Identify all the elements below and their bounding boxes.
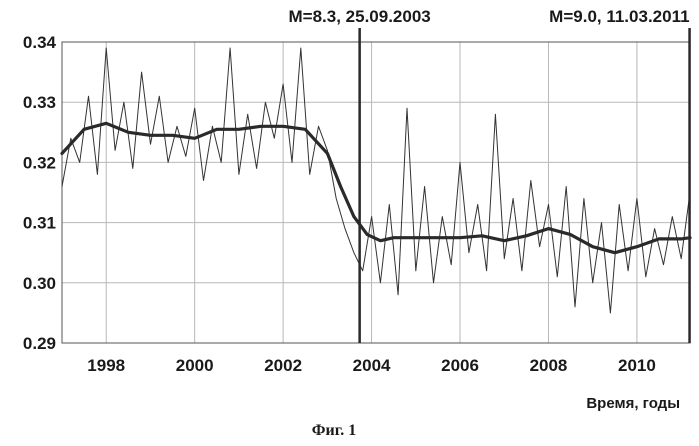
x-axis: 1998 2000 2002 2004 2006 2008 2010 [87, 356, 656, 375]
raw-series-line [62, 48, 690, 313]
y-tick-label: 0.30 [23, 274, 56, 293]
y-tick-label: 0.32 [23, 153, 56, 172]
x-tick-label: 2004 [353, 356, 391, 375]
figure-caption: Фиг. 1 [312, 422, 356, 439]
plot-frame [62, 42, 690, 343]
x-tick-label: 2000 [176, 356, 214, 375]
y-tick-label: 0.33 [23, 93, 56, 112]
smoothed-series-line [62, 123, 690, 252]
y-tick-label: 0.29 [23, 334, 56, 353]
event-label: M=9.0, 11.03.2011 [549, 7, 689, 26]
x-tick-label: 2008 [530, 356, 568, 375]
grid [62, 42, 690, 343]
series-group [62, 48, 690, 313]
x-tick-label: 2010 [618, 356, 656, 375]
event-markers: M=8.3, 25.09.2003 M=9.0, 11.03.2011 [289, 7, 690, 343]
x-tick-label: 2006 [441, 356, 479, 375]
x-tick-label: 1998 [87, 356, 125, 375]
x-axis-label: Время, годы [586, 395, 680, 412]
event-label: M=8.3, 25.09.2003 [289, 7, 431, 26]
y-axis: 0.29 0.30 0.31 0.32 0.33 0.34 [23, 33, 57, 353]
x-tick-label: 2002 [264, 356, 302, 375]
y-tick-label: 0.34 [23, 33, 57, 52]
y-tick-label: 0.31 [23, 214, 56, 233]
